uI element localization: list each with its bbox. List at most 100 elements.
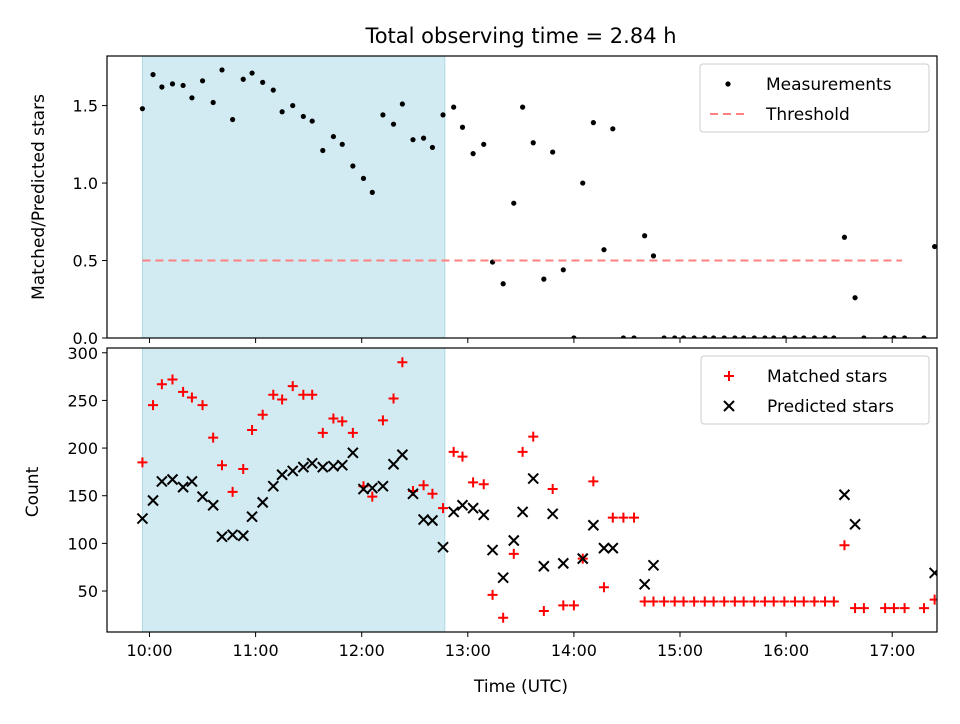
predicted-point xyxy=(457,500,467,510)
predicted-point xyxy=(548,509,558,519)
matched-point xyxy=(709,597,719,607)
matched-point xyxy=(949,553,959,563)
matched-point xyxy=(820,597,830,607)
predicted-point xyxy=(518,507,528,517)
matched-point xyxy=(498,613,508,623)
matched-point xyxy=(790,597,800,607)
x-tick-label: 12:00 xyxy=(339,641,385,660)
legend-label: Predicted stars xyxy=(767,397,894,417)
measurement-point xyxy=(271,87,276,92)
top-y-axis-label: Matched/Predicted stars xyxy=(29,94,49,300)
measurement-point xyxy=(350,163,355,168)
measurement-point xyxy=(421,136,426,141)
matched-point xyxy=(769,597,779,607)
matched-point xyxy=(588,476,598,486)
matched-point xyxy=(679,597,689,607)
measurement-point xyxy=(310,118,315,123)
measurement-point xyxy=(951,185,956,190)
predicted-point xyxy=(449,507,459,517)
x-tick-label: 17:00 xyxy=(869,641,915,660)
legend-label: Threshold xyxy=(765,105,850,125)
measurement-point xyxy=(550,149,555,154)
legend-label: Measurements xyxy=(766,75,892,95)
y-tick-label: 1.5 xyxy=(73,97,98,116)
matched-point xyxy=(449,447,459,457)
predicted-point xyxy=(528,474,538,484)
matched-point xyxy=(608,513,618,523)
y-tick-label: 150 xyxy=(67,487,98,506)
predicted-point xyxy=(588,520,598,530)
measurement-point xyxy=(541,277,546,282)
matched-point xyxy=(739,597,749,607)
matched-point xyxy=(730,597,740,607)
legend: Measurements Threshold xyxy=(700,64,929,132)
matched-point xyxy=(689,597,699,607)
y-tick-label: 1.0 xyxy=(73,174,98,193)
measurement-point xyxy=(501,281,506,286)
matched-point xyxy=(700,597,710,607)
matched-point xyxy=(618,513,628,523)
matched-point xyxy=(719,597,729,607)
measurement-point xyxy=(260,80,265,85)
measurement-point xyxy=(561,267,566,272)
x-tick-label: 14:00 xyxy=(551,641,597,660)
measurement-point xyxy=(391,122,396,127)
measurement-point xyxy=(852,295,857,300)
measurement-point xyxy=(531,140,536,145)
matched-point xyxy=(839,540,849,550)
matched-point xyxy=(900,603,910,613)
measurement-point xyxy=(340,142,345,147)
measurement-point xyxy=(280,109,285,114)
measurement-point xyxy=(580,180,585,185)
predicted-point xyxy=(539,561,549,571)
matched-point xyxy=(599,582,609,592)
matched-point xyxy=(938,584,948,594)
measurement-point xyxy=(451,105,456,110)
matched-point xyxy=(850,603,860,613)
matched-point xyxy=(930,595,940,605)
matched-point xyxy=(880,603,890,613)
matched-point xyxy=(829,597,839,607)
measurement-point xyxy=(241,77,246,82)
matched-point xyxy=(528,432,538,442)
predicted-point xyxy=(648,560,658,570)
matched-point xyxy=(640,597,650,607)
matched-point xyxy=(859,603,869,613)
measurement-point xyxy=(471,151,476,156)
measurement-point xyxy=(320,148,325,153)
matched-point xyxy=(889,603,899,613)
matched-point xyxy=(457,452,467,462)
predicted-point xyxy=(949,551,959,561)
measurement-point xyxy=(511,201,516,206)
matched-point xyxy=(779,597,789,607)
measurement-point xyxy=(651,253,656,258)
x-axis-label: Time (UTC) xyxy=(473,677,568,697)
predicted-point xyxy=(608,543,618,553)
matched-point xyxy=(558,600,568,610)
predicted-point xyxy=(498,573,508,583)
measurement-point xyxy=(200,78,205,83)
measurement-point xyxy=(211,100,216,105)
measurement-point xyxy=(520,105,525,110)
y-tick-label: 0.5 xyxy=(73,252,98,271)
predicted-point xyxy=(938,571,948,581)
measurement-point xyxy=(400,101,405,106)
measurement-point xyxy=(230,117,235,122)
matched-point xyxy=(548,484,558,494)
observing-span xyxy=(142,56,444,338)
y-tick-label: 300 xyxy=(67,344,98,363)
measurement-point xyxy=(180,83,185,88)
x-tick-label: 13:00 xyxy=(445,641,491,660)
measurement-point xyxy=(370,190,375,195)
matched-point xyxy=(539,606,549,616)
measurement-point xyxy=(219,67,224,72)
predicted-point xyxy=(640,579,650,589)
measurement-point xyxy=(440,112,445,117)
measurement-point xyxy=(290,103,295,108)
measurement-point xyxy=(601,247,606,252)
matched-point xyxy=(659,597,669,607)
measurement-point xyxy=(189,95,194,100)
predicted-point xyxy=(839,490,849,500)
